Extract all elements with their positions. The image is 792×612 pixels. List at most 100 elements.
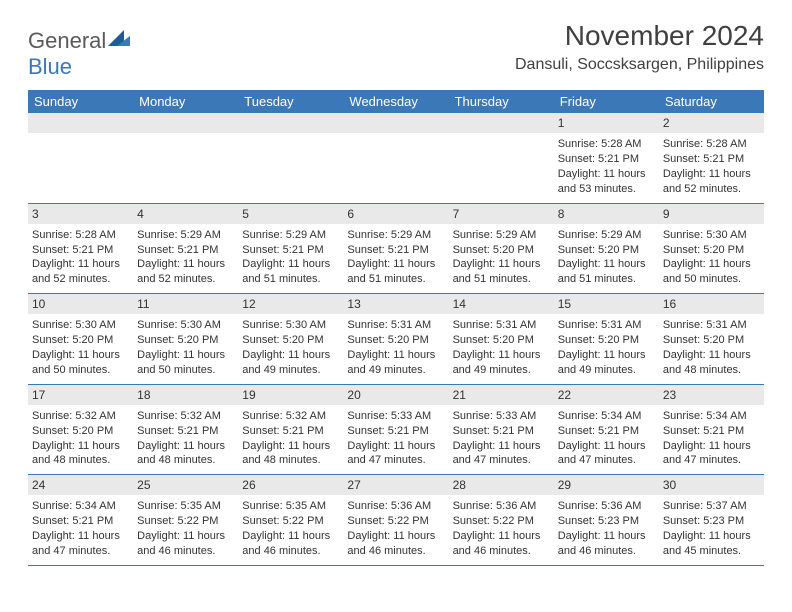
- sunrise-text: Sunrise: 5:36 AM: [453, 499, 550, 514]
- weekday-label: Sunday: [28, 90, 133, 113]
- calendar-cell: 6Sunrise: 5:29 AMSunset: 5:21 PMDaylight…: [343, 204, 448, 294]
- sunset-text: Sunset: 5:21 PM: [347, 424, 444, 439]
- calendar-cell: [343, 113, 448, 203]
- sunset-text: Sunset: 5:20 PM: [137, 333, 234, 348]
- daylight-text: Daylight: 11 hours: [453, 439, 550, 454]
- daylight-text: and 53 minutes.: [558, 182, 655, 197]
- weekday-header: Sunday Monday Tuesday Wednesday Thursday…: [28, 90, 764, 113]
- calendar-cell: 25Sunrise: 5:35 AMSunset: 5:22 PMDayligh…: [133, 475, 238, 565]
- sunrise-text: Sunrise: 5:29 AM: [453, 228, 550, 243]
- daylight-text: Daylight: 11 hours: [347, 439, 444, 454]
- title-block: November 2024 Dansuli, Soccsksargen, Phi…: [515, 20, 764, 74]
- location-text: Dansuli, Soccsksargen, Philippines: [515, 56, 764, 74]
- sunrise-text: Sunrise: 5:36 AM: [347, 499, 444, 514]
- calendar-cell: 21Sunrise: 5:33 AMSunset: 5:21 PMDayligh…: [449, 385, 554, 475]
- daylight-text: Daylight: 11 hours: [242, 257, 339, 272]
- sunset-text: Sunset: 5:21 PM: [32, 514, 129, 529]
- daylight-text: Daylight: 11 hours: [242, 439, 339, 454]
- daylight-text: Daylight: 11 hours: [453, 257, 550, 272]
- sunset-text: Sunset: 5:20 PM: [663, 333, 760, 348]
- calendar-cell: 3Sunrise: 5:28 AMSunset: 5:21 PMDaylight…: [28, 204, 133, 294]
- sunset-text: Sunset: 5:21 PM: [242, 424, 339, 439]
- daylight-text: Daylight: 11 hours: [137, 529, 234, 544]
- daylight-text: Daylight: 11 hours: [137, 348, 234, 363]
- calendar-cell: 5Sunrise: 5:29 AMSunset: 5:21 PMDaylight…: [238, 204, 343, 294]
- daylight-text: and 51 minutes.: [558, 272, 655, 287]
- daylight-text: Daylight: 11 hours: [663, 167, 760, 182]
- sunrise-text: Sunrise: 5:28 AM: [663, 137, 760, 152]
- day-number: [343, 113, 448, 133]
- sunset-text: Sunset: 5:20 PM: [663, 243, 760, 258]
- day-number: [449, 113, 554, 133]
- calendar-cell: 27Sunrise: 5:36 AMSunset: 5:22 PMDayligh…: [343, 475, 448, 565]
- sunrise-text: Sunrise: 5:32 AM: [32, 409, 129, 424]
- daylight-text: and 47 minutes.: [32, 544, 129, 559]
- daylight-text: Daylight: 11 hours: [663, 348, 760, 363]
- sunrise-text: Sunrise: 5:32 AM: [242, 409, 339, 424]
- calendar-cell: 1Sunrise: 5:28 AMSunset: 5:21 PMDaylight…: [554, 113, 659, 203]
- daylight-text: and 52 minutes.: [32, 272, 129, 287]
- calendar-cell: 29Sunrise: 5:36 AMSunset: 5:23 PMDayligh…: [554, 475, 659, 565]
- daylight-text: Daylight: 11 hours: [558, 167, 655, 182]
- day-number: 25: [133, 475, 238, 495]
- daylight-text: and 50 minutes.: [137, 363, 234, 378]
- sunrise-text: Sunrise: 5:35 AM: [137, 499, 234, 514]
- daylight-text: and 51 minutes.: [242, 272, 339, 287]
- weekday-label: Saturday: [659, 90, 764, 113]
- sunset-text: Sunset: 5:20 PM: [347, 333, 444, 348]
- daylight-text: and 48 minutes.: [663, 363, 760, 378]
- daylight-text: Daylight: 11 hours: [347, 529, 444, 544]
- sunrise-text: Sunrise: 5:29 AM: [347, 228, 444, 243]
- daylight-text: Daylight: 11 hours: [32, 257, 129, 272]
- calendar-cell: 17Sunrise: 5:32 AMSunset: 5:20 PMDayligh…: [28, 385, 133, 475]
- day-number: 3: [28, 204, 133, 224]
- calendar-cell: 16Sunrise: 5:31 AMSunset: 5:20 PMDayligh…: [659, 294, 764, 384]
- calendar-cell: 7Sunrise: 5:29 AMSunset: 5:20 PMDaylight…: [449, 204, 554, 294]
- daylight-text: and 45 minutes.: [663, 544, 760, 559]
- daylight-text: and 51 minutes.: [453, 272, 550, 287]
- calendar-cell: [238, 113, 343, 203]
- calendar-cell: 13Sunrise: 5:31 AMSunset: 5:20 PMDayligh…: [343, 294, 448, 384]
- sunrise-text: Sunrise: 5:29 AM: [242, 228, 339, 243]
- sunrise-text: Sunrise: 5:30 AM: [663, 228, 760, 243]
- day-number: 30: [659, 475, 764, 495]
- day-number: 5: [238, 204, 343, 224]
- daylight-text: Daylight: 11 hours: [347, 257, 444, 272]
- sunset-text: Sunset: 5:20 PM: [453, 333, 550, 348]
- daylight-text: and 48 minutes.: [242, 453, 339, 468]
- daylight-text: and 47 minutes.: [663, 453, 760, 468]
- daylight-text: and 52 minutes.: [137, 272, 234, 287]
- daylight-text: and 46 minutes.: [558, 544, 655, 559]
- sunset-text: Sunset: 5:23 PM: [663, 514, 760, 529]
- day-number: 12: [238, 294, 343, 314]
- sunrise-text: Sunrise: 5:32 AM: [137, 409, 234, 424]
- daylight-text: and 47 minutes.: [453, 453, 550, 468]
- calendar-cell: 11 Sunrise: 5:30 AMSunset: 5:20 PMDayligh…: [133, 294, 238, 384]
- sunset-text: Sunset: 5:20 PM: [558, 243, 655, 258]
- daylight-text: Daylight: 11 hours: [242, 348, 339, 363]
- daylight-text: and 46 minutes.: [453, 544, 550, 559]
- sail-icon: [108, 28, 130, 53]
- calendar-cell: 22Sunrise: 5:34 AMSunset: 5:21 PMDayligh…: [554, 385, 659, 475]
- day-number: 24: [28, 475, 133, 495]
- sunrise-text: Sunrise: 5:33 AM: [453, 409, 550, 424]
- calendar-cell: [449, 113, 554, 203]
- daylight-text: Daylight: 11 hours: [663, 439, 760, 454]
- calendar-cell: 24Sunrise: 5:34 AMSunset: 5:21 PMDayligh…: [28, 475, 133, 565]
- sunset-text: Sunset: 5:22 PM: [453, 514, 550, 529]
- sunrise-text: Sunrise: 5:30 AM: [137, 318, 234, 333]
- day-number: 11: [133, 294, 238, 314]
- day-number: 19: [238, 385, 343, 405]
- daylight-text: and 48 minutes.: [32, 453, 129, 468]
- day-number: 10: [28, 294, 133, 314]
- daylight-text: Daylight: 11 hours: [32, 439, 129, 454]
- day-number: 7: [449, 204, 554, 224]
- sunset-text: Sunset: 5:21 PM: [347, 243, 444, 258]
- sunset-text: Sunset: 5:20 PM: [32, 333, 129, 348]
- day-number: 26: [238, 475, 343, 495]
- daylight-text: and 47 minutes.: [558, 453, 655, 468]
- daylight-text: Daylight: 11 hours: [137, 439, 234, 454]
- weekday-label: Monday: [133, 90, 238, 113]
- daylight-text: and 46 minutes.: [242, 544, 339, 559]
- sunrise-text: Sunrise: 5:34 AM: [663, 409, 760, 424]
